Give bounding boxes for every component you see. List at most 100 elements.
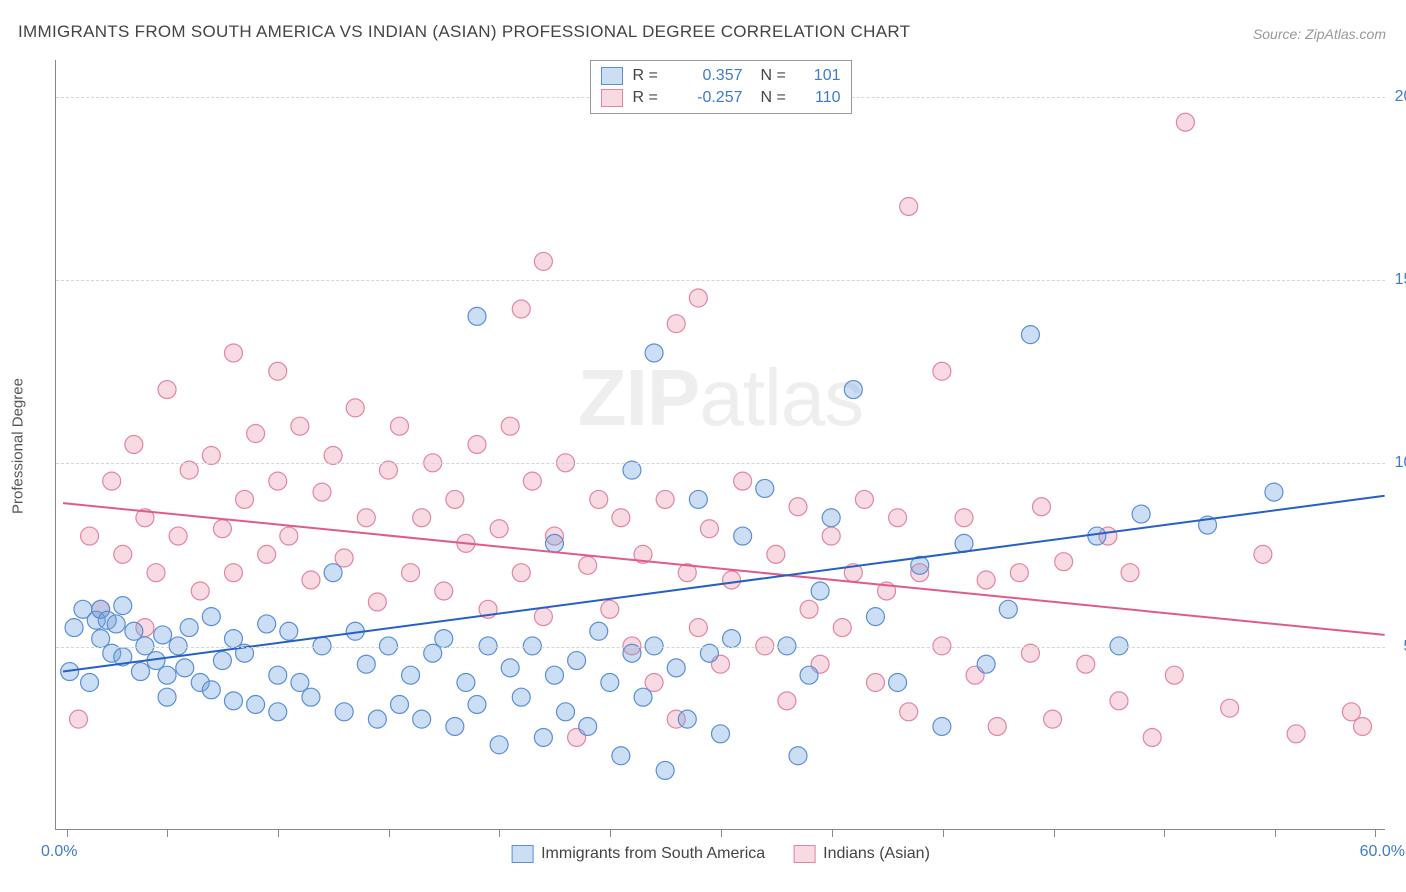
scatter-point-pink: [778, 692, 796, 710]
scatter-point-pink: [391, 417, 409, 435]
scatter-point-blue: [645, 344, 663, 362]
scatter-point-blue: [280, 622, 298, 640]
scatter-point-blue: [446, 717, 464, 735]
scatter-point-pink: [645, 674, 663, 692]
x-tick: [1275, 829, 1276, 837]
gridline: [56, 647, 1385, 648]
scatter-point-blue: [689, 490, 707, 508]
scatter-point-pink: [202, 446, 220, 464]
scatter-point-blue: [590, 622, 608, 640]
scatter-point-pink: [833, 619, 851, 637]
scatter-point-blue: [545, 666, 563, 684]
scatter-point-blue: [579, 717, 597, 735]
scatter-point-blue: [490, 736, 508, 754]
scatter-point-pink: [357, 509, 375, 527]
scatter-point-blue: [114, 597, 132, 615]
scatter-point-pink: [224, 564, 242, 582]
scatter-point-blue: [1021, 326, 1039, 344]
scatter-point-blue: [501, 659, 519, 677]
scatter-point-pink: [734, 472, 752, 490]
scatter-point-pink: [534, 252, 552, 270]
scatter-point-pink: [1055, 553, 1073, 571]
scatter-point-blue: [468, 307, 486, 325]
scatter-point-blue: [955, 534, 973, 552]
scatter-point-blue: [977, 655, 995, 673]
scatter-point-pink: [446, 490, 464, 508]
scatter-point-blue: [457, 674, 475, 692]
scatter-point-pink: [579, 556, 597, 574]
scatter-point-pink: [977, 571, 995, 589]
scatter-point-blue: [734, 527, 752, 545]
scatter-point-blue: [154, 626, 172, 644]
scatter-point-blue: [213, 652, 231, 670]
scatter-point-blue: [247, 696, 265, 714]
scatter-point-blue: [1265, 483, 1283, 501]
legend-n-value-pink: 110: [801, 89, 841, 107]
scatter-point-pink: [512, 564, 530, 582]
scatter-point-pink: [291, 417, 309, 435]
x-tick: [167, 829, 168, 837]
scatter-point-pink: [1010, 564, 1028, 582]
scatter-point-blue: [335, 703, 353, 721]
scatter-point-pink: [313, 483, 331, 501]
scatter-point-pink: [1165, 666, 1183, 684]
scatter-point-pink: [767, 545, 785, 563]
legend-row-pink: R = -0.257 N = 110: [601, 87, 841, 109]
scatter-point-pink: [213, 520, 231, 538]
x-tick: [67, 829, 68, 837]
gridline: [56, 280, 1385, 281]
scatter-point-blue: [435, 630, 453, 648]
y-tick-label: 5.0%: [1390, 638, 1406, 656]
x-tick-label-min: 0.0%: [41, 843, 77, 861]
scatter-point-pink: [1077, 655, 1095, 673]
scatter-point-blue: [545, 534, 563, 552]
scatter-point-blue: [202, 608, 220, 626]
scatter-point-pink: [114, 545, 132, 563]
scatter-point-blue: [391, 696, 409, 714]
legend-n-label: N =: [761, 89, 791, 107]
x-tick: [499, 829, 500, 837]
scatter-point-blue: [844, 381, 862, 399]
scatter-point-pink: [468, 436, 486, 454]
scatter-point-pink: [789, 498, 807, 516]
scatter-point-blue: [789, 747, 807, 765]
scatter-point-pink: [191, 582, 209, 600]
scatter-point-pink: [900, 197, 918, 215]
scatter-point-pink: [169, 527, 187, 545]
legend-r-value-blue: 0.357: [673, 67, 743, 85]
scatter-point-blue: [933, 717, 951, 735]
scatter-point-pink: [1033, 498, 1051, 516]
scatter-point-pink: [1287, 725, 1305, 743]
scatter-point-pink: [523, 472, 541, 490]
scatter-point-pink: [324, 446, 342, 464]
legend-r-value-pink: -0.257: [673, 89, 743, 107]
scatter-point-blue: [324, 564, 342, 582]
scatter-point-blue: [269, 666, 287, 684]
y-tick-label: 15.0%: [1390, 271, 1406, 289]
scatter-point-pink: [822, 527, 840, 545]
scatter-point-blue: [468, 696, 486, 714]
legend-swatch-blue: [601, 67, 623, 85]
legend-label-blue: Immigrants from South America: [541, 845, 765, 863]
scatter-point-pink: [335, 549, 353, 567]
scatter-point-blue: [712, 725, 730, 743]
scatter-point-blue: [866, 608, 884, 626]
scatter-point-blue: [402, 666, 420, 684]
x-tick: [610, 829, 611, 837]
scatter-point-pink: [402, 564, 420, 582]
x-tick: [721, 829, 722, 837]
scatter-point-blue: [65, 619, 83, 637]
legend-label-pink: Indians (Asian): [823, 845, 930, 863]
series-legend: Immigrants from South America Indians (A…: [511, 845, 930, 863]
scatter-point-pink: [1354, 717, 1372, 735]
scatter-svg: [56, 60, 1385, 829]
y-tick-label: 10.0%: [1390, 454, 1406, 472]
scatter-point-blue: [999, 600, 1017, 618]
scatter-point-blue: [800, 666, 818, 684]
scatter-point-blue: [1088, 527, 1106, 545]
scatter-point-pink: [1121, 564, 1139, 582]
scatter-point-blue: [568, 652, 586, 670]
scatter-point-pink: [1221, 699, 1239, 717]
scatter-point-pink: [413, 509, 431, 527]
legend-n-value-blue: 101: [801, 67, 841, 85]
